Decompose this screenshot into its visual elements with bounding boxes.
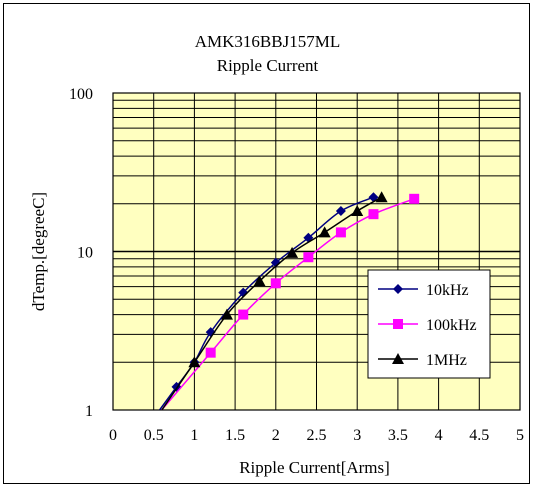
x-tick-label: 5 xyxy=(516,427,524,444)
legend-label: 10kHz xyxy=(426,282,469,299)
chart-title: AMK316BBJ157ML xyxy=(194,32,341,51)
data-point-1MHz xyxy=(351,205,364,217)
x-tick-label: 0 xyxy=(109,427,117,444)
data-point-100kHz xyxy=(368,209,379,220)
data-point-1MHz xyxy=(286,246,299,258)
x-tick-label: 1 xyxy=(190,427,198,444)
data-point-100kHz xyxy=(409,193,420,204)
y-tick-label: 10 xyxy=(77,245,93,262)
x-tick-label: 3.5 xyxy=(388,427,408,444)
x-tick-label: 4.5 xyxy=(469,427,489,444)
data-point-10kHz xyxy=(270,257,281,268)
data-point-1MHz xyxy=(188,356,201,368)
data-point-10kHz xyxy=(335,206,346,217)
x-tick-label: 4 xyxy=(435,427,443,444)
chart-subtitle: Ripple Current xyxy=(216,56,319,75)
data-point-100kHz xyxy=(270,278,281,289)
x-tick-label: 2 xyxy=(272,427,280,444)
legend-marker-100kHz xyxy=(393,319,403,329)
y-axis-label: dTemp.[degreeC] xyxy=(29,192,48,311)
y-tick-label: 100 xyxy=(69,86,93,103)
legend-label: 1MHz xyxy=(426,352,467,369)
plot-border xyxy=(112,92,521,411)
data-point-1MHz xyxy=(318,226,331,238)
data-point-1MHz xyxy=(220,308,233,320)
y-tick-label: 1 xyxy=(85,403,93,420)
x-tick-label: 1.5 xyxy=(225,427,245,444)
data-point-100kHz xyxy=(238,309,249,320)
x-tick-label: 0.5 xyxy=(144,427,164,444)
legend-label: 100kHz xyxy=(426,317,477,334)
data-point-1MHz xyxy=(375,191,388,203)
x-tick-label: 3 xyxy=(353,427,361,444)
data-point-100kHz xyxy=(205,347,216,358)
data-point-1MHz xyxy=(253,275,266,287)
data-point-100kHz xyxy=(303,252,314,263)
data-point-100kHz xyxy=(335,227,346,238)
x-tick-label: 2.5 xyxy=(307,427,327,444)
legend-marker-1MHz xyxy=(392,353,404,364)
x-axis-label: Ripple Current[Arms] xyxy=(239,458,390,477)
legend-marker-10kHz xyxy=(393,284,403,294)
